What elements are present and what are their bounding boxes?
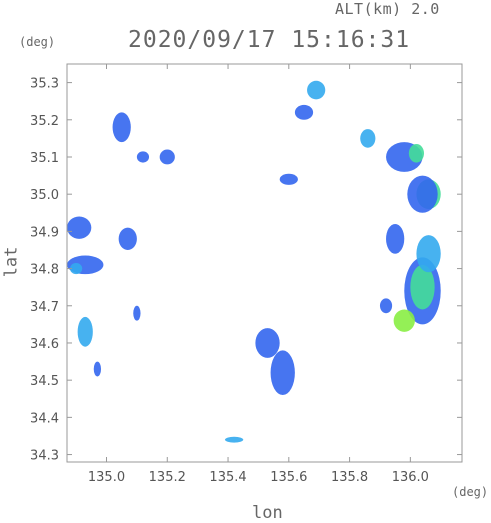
y-tick-label-9: 35.2 — [30, 114, 59, 129]
echo-cell-12 — [294, 104, 314, 120]
echo-cell-7 — [408, 143, 425, 163]
echo-cell-20 — [136, 151, 150, 163]
echo-cell-2 — [393, 309, 415, 332]
tick-layer: 135.0 135.2 135.4 135.6 135.8 136.0 34.3 34.4 34… — [30, 64, 462, 485]
altitude-label: ALT(km) 2.0 — [335, 0, 440, 18]
echo-cell-8 — [386, 223, 405, 254]
echo-cell-22 — [270, 350, 295, 396]
echo-cell-23 — [255, 328, 280, 358]
timestamp-title: 2020/09/17 15:16:31 — [128, 27, 411, 53]
y-tick-label-10: 35.3 — [30, 77, 59, 92]
x-tick-label-0: 135.0 — [88, 470, 125, 485]
x-tick-label-4: 135.8 — [331, 470, 368, 485]
echo-cell-13 — [279, 173, 298, 185]
echo-cell-5 — [407, 175, 438, 213]
y-tick-label-2: 34.5 — [30, 374, 59, 389]
echo-cell-15 — [70, 263, 83, 275]
echo-cell-16 — [67, 216, 92, 239]
y-unit-label: (deg) — [19, 35, 56, 49]
echo-cell-10 — [360, 129, 376, 148]
echo-cell-1 — [410, 264, 435, 310]
y-tick-label-6: 34.9 — [30, 225, 59, 240]
echo-cell-25 — [225, 436, 244, 443]
y-tick-label-0: 34.3 — [30, 449, 59, 464]
x-axis-title: lon — [252, 503, 283, 523]
echo-cell-18 — [93, 361, 102, 377]
echo-cell-9 — [379, 298, 393, 314]
y-tick-label-5: 34.8 — [30, 263, 59, 278]
y-tick-label-3: 34.6 — [30, 337, 59, 352]
plot-frame — [66, 63, 463, 463]
x-tick-label-2: 135.4 — [209, 470, 246, 485]
x-tick-label-5: 136.0 — [392, 470, 429, 485]
echo-cell-19 — [118, 227, 137, 250]
echo-cell-17 — [77, 316, 93, 347]
echo-cell-26 — [112, 112, 131, 143]
echo-cell-24 — [133, 305, 141, 321]
y-tick-label-8: 35.1 — [30, 151, 59, 166]
y-tick-label-4: 34.7 — [30, 300, 59, 315]
echo-cell-21 — [159, 149, 175, 165]
x-tick-label-3: 135.6 — [270, 470, 307, 485]
x-tick-label-1: 135.2 — [149, 470, 186, 485]
y-axis-title: lat — [1, 246, 22, 278]
x-unit-label: (deg) — [452, 485, 489, 499]
echo-cell-11 — [307, 80, 326, 100]
y-tick-label-7: 35.0 — [30, 188, 59, 203]
echo-cell-3 — [416, 235, 441, 273]
y-tick-label-1: 34.4 — [30, 411, 59, 426]
echo-layer — [67, 80, 441, 443]
